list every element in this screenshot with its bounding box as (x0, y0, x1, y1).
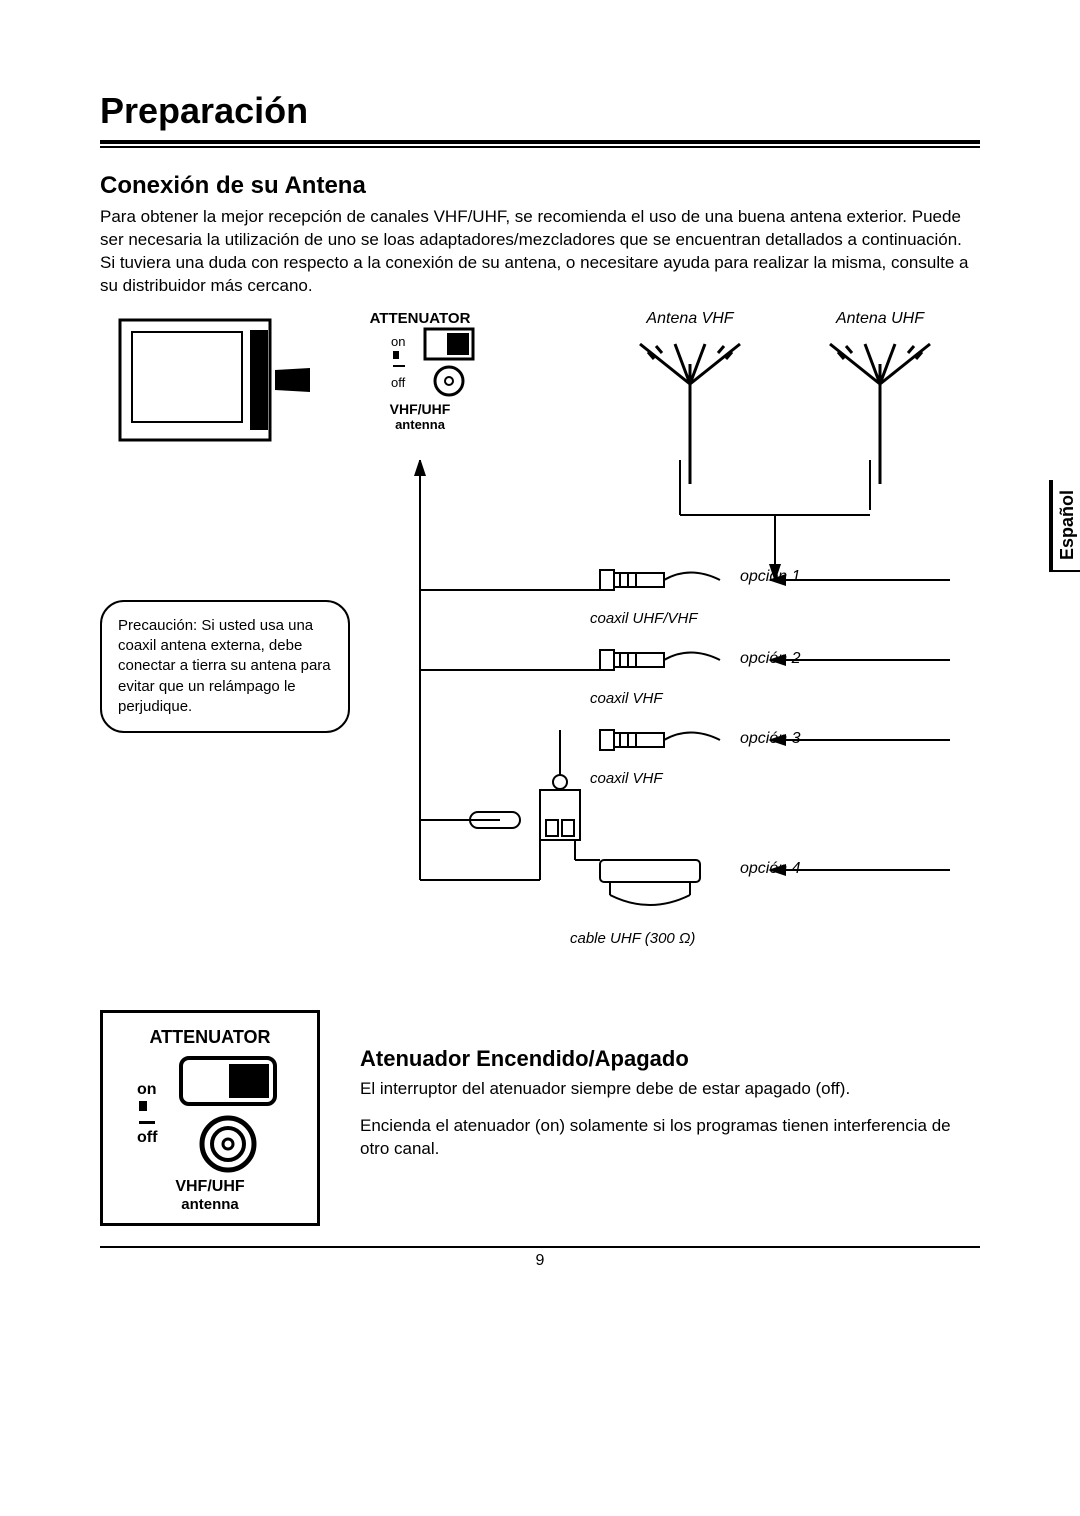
antenna-sublabel: antenna (340, 417, 500, 432)
option4-label: opción 4 (740, 860, 801, 878)
attenuator-big-title: ATTENUATOR (113, 1027, 307, 1048)
big-off-label: off (137, 1129, 157, 1147)
attenuator-title: ATTENUATOR (340, 310, 500, 327)
language-tab: Español (1049, 480, 1080, 572)
antenna-vhf-label: Antena VHF (610, 310, 770, 328)
cable-uhf-label: cable UHF (300 Ω) (570, 930, 695, 947)
big-band-label: VHF/UHF (113, 1178, 307, 1196)
section2-p1: El interruptor del atenuador siempre deb… (360, 1078, 980, 1101)
coax2-label: coaxil VHF (590, 690, 663, 707)
title-rule (100, 140, 980, 148)
big-switch-jack-icon (173, 1054, 283, 1174)
antenna-uhf-label: Antena UHF (800, 310, 960, 328)
section2-heading: Atenuador Encendido/Apagado (360, 1046, 980, 1072)
off-label: off (391, 375, 405, 390)
page-title: Preparación (100, 90, 980, 132)
coax1-label: coaxil UHF/VHF (590, 610, 698, 627)
big-on-label: on (137, 1081, 157, 1099)
tv-illustration (110, 310, 310, 470)
section1-paragraph: Para obtener la mejor recepción de canal… (100, 206, 980, 298)
section1-heading: Conexión de su Antena (100, 172, 980, 200)
on-label: on (391, 334, 405, 349)
caution-box: Precaución: Si usted usa una coaxil ante… (100, 600, 350, 733)
antenna-diagram: ATTENUATOR on off VHF/UHF antenna Antena (100, 310, 980, 990)
attenuator-panel-small: ATTENUATOR on off VHF/UHF antenna (340, 310, 500, 432)
attenuator-panel-big: ATTENUATOR on off VHF/UHF antenna (100, 1010, 320, 1226)
big-antenna-sublabel: antenna (113, 1196, 307, 1213)
connection-lines (400, 460, 960, 990)
section2-p2: Encienda el atenuador (on) solamente si … (360, 1115, 980, 1161)
option1-label: opción 1 (740, 568, 801, 586)
coax3-label: coaxil VHF (590, 770, 663, 787)
option2-label: opción 2 (740, 650, 801, 668)
switch-jack-icon (419, 327, 479, 397)
option3-label: opción 3 (740, 730, 801, 748)
footer-rule (100, 1246, 980, 1248)
page-number: 9 (100, 1252, 980, 1270)
band-label: VHF/UHF (340, 401, 500, 417)
